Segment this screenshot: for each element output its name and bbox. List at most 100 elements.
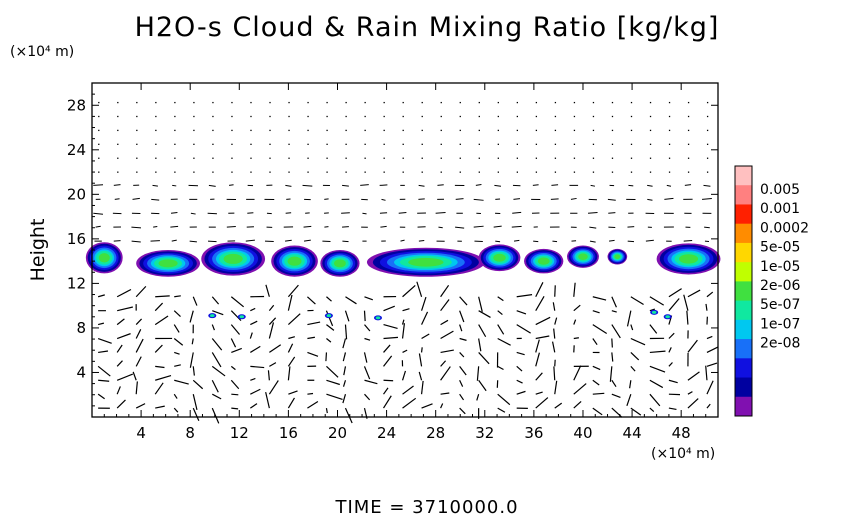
colorbar-label: 2e-08 xyxy=(760,336,800,352)
wind-arrow xyxy=(440,349,454,354)
wind-arrow xyxy=(647,198,653,201)
wind-dot xyxy=(497,129,499,132)
wind-dot xyxy=(174,157,176,159)
wind-arrow xyxy=(535,352,540,367)
wind-arrow xyxy=(307,321,321,326)
wind-arrow xyxy=(535,316,551,326)
wind-dot xyxy=(421,171,423,173)
wind-arrow xyxy=(592,407,603,416)
wind-arrow xyxy=(171,239,177,242)
wind-arrow xyxy=(383,305,395,312)
wind-arrow xyxy=(189,240,197,243)
wind-arrow xyxy=(535,391,543,395)
wind-arrow xyxy=(552,302,556,311)
wind-arrow xyxy=(478,379,487,392)
wind-arrow xyxy=(287,356,296,367)
wind-dot xyxy=(231,143,233,145)
x-tick-label: 8 xyxy=(185,424,195,442)
x-tick-label: 28 xyxy=(426,424,445,442)
y-tick-label: 8 xyxy=(76,319,86,337)
wind-dot xyxy=(440,171,442,173)
wind-dot xyxy=(516,143,518,145)
wind-arrow xyxy=(630,337,646,346)
wind-dot xyxy=(478,129,480,132)
wind-dot xyxy=(345,157,347,159)
wind-arrow xyxy=(152,184,158,187)
wind-arrow xyxy=(287,313,301,326)
wind-arrow xyxy=(611,296,617,308)
wind-dot xyxy=(573,129,576,132)
wind-arrow xyxy=(590,184,596,187)
wind-arrow xyxy=(211,379,219,393)
wind-dot xyxy=(706,143,709,145)
x-tick-label: 36 xyxy=(524,424,543,442)
wind-arrow xyxy=(554,380,558,395)
wind-arrow xyxy=(116,399,126,409)
wind-arrow xyxy=(342,380,347,387)
wind-arrow xyxy=(342,184,349,187)
wind-arrow xyxy=(326,379,340,386)
wind-arrow xyxy=(497,365,504,371)
wind-arrow xyxy=(113,184,121,186)
wind-arrow xyxy=(649,365,666,373)
wind-arrow xyxy=(420,296,427,311)
colorbar-label: 5e-05 xyxy=(760,240,800,256)
wind-arrow xyxy=(174,379,189,385)
wind-dot xyxy=(345,129,347,132)
wind-dot xyxy=(364,143,366,145)
wind-arrow xyxy=(476,394,480,401)
wind-arrow xyxy=(364,393,371,401)
wind-dot xyxy=(326,129,328,132)
wind-dot xyxy=(554,129,557,132)
wind-arrow xyxy=(418,371,423,381)
cloud-contour xyxy=(334,259,346,268)
wind-arrow xyxy=(343,366,347,376)
wind-arrow xyxy=(113,240,121,242)
wind-arrow xyxy=(287,366,291,381)
wind-arrow xyxy=(230,365,236,371)
wind-arrow xyxy=(418,184,425,187)
wind-arrow xyxy=(626,310,632,327)
wind-arrow xyxy=(250,307,256,312)
wind-arrow xyxy=(135,285,147,298)
wind-arrow xyxy=(535,372,543,381)
wind-arrow xyxy=(173,324,180,333)
colorbar-swatch xyxy=(735,319,752,340)
wind-dot xyxy=(136,143,138,145)
wind-dot xyxy=(668,129,671,132)
colorbar-frame xyxy=(734,165,753,417)
x-unit-label: (×10⁴ m) xyxy=(651,446,716,462)
wind-arrow xyxy=(402,385,414,395)
wind-arrow xyxy=(265,392,270,409)
wind-arrow xyxy=(630,351,640,361)
wind-dot xyxy=(269,143,271,145)
wind-dot xyxy=(706,171,709,173)
wind-arrow xyxy=(131,240,141,243)
wind-arrow xyxy=(285,239,292,242)
wind-arrow xyxy=(554,317,558,325)
wind-dot xyxy=(155,115,157,118)
wind-arrow xyxy=(553,328,556,339)
wind-arrow xyxy=(459,380,464,387)
wind-arrow xyxy=(401,319,405,325)
wind-arrow xyxy=(459,337,467,341)
wind-dot xyxy=(554,143,557,145)
wind-arrow xyxy=(516,379,523,384)
wind-dot xyxy=(535,115,538,118)
wind-dot xyxy=(269,171,271,173)
wind-arrow xyxy=(440,330,454,340)
wind-dot xyxy=(155,171,157,173)
wind-dot xyxy=(231,157,233,159)
wind-arrow xyxy=(440,284,450,298)
wind-arrow xyxy=(402,397,417,409)
small-cloud-cells xyxy=(208,309,672,321)
wind-arrow xyxy=(664,197,674,200)
x-tick-label: 24 xyxy=(377,424,396,442)
cloud-contour xyxy=(578,253,588,261)
wind-dot xyxy=(250,101,252,104)
wind-dot xyxy=(136,171,138,173)
wind-arrow xyxy=(342,394,347,404)
wind-arrow xyxy=(307,296,316,305)
wind-arrow xyxy=(570,197,577,200)
wind-arrow xyxy=(326,393,343,401)
